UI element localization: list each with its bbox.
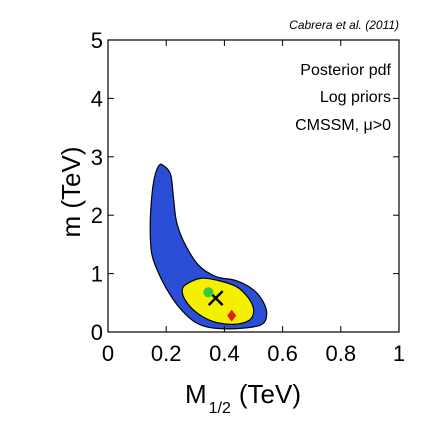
y-tick-label-0: 0 (91, 320, 103, 345)
legend-line-3: CMSSM, μ>0 (295, 117, 391, 134)
plot-frame (107, 39, 400, 333)
x-tick-label-1: 0.2 (151, 341, 182, 366)
citation: Cabrera et al. (2011) (289, 18, 399, 32)
x-axis-label: M 1/2 (TeV) (185, 379, 301, 417)
legend-box: Posterior pdf Log priors CMSSM, μ>0 (295, 62, 391, 134)
y-tick-label-4: 4 (91, 86, 103, 111)
x-axis-label-unit: (TeV) (239, 379, 301, 409)
plot-background (108, 40, 399, 332)
x-tick-label-5: 1 (393, 341, 405, 366)
x-tick-label-3: 0.6 (267, 341, 298, 366)
x-tick-labels: 0 0.2 0.4 0.6 0.8 1 (102, 341, 405, 366)
x-tick-label-4: 0.8 (326, 341, 357, 366)
legend-line-2: Log priors (320, 89, 391, 106)
x-tick-label-2: 0.4 (209, 341, 240, 366)
x-axis-label-sub: 1/2 (209, 400, 231, 417)
marker-mode (203, 287, 214, 298)
y-tick-label-5: 5 (91, 28, 103, 53)
y-tick-label-1: 1 (91, 262, 103, 287)
y-tick-label-3: 3 (91, 145, 103, 170)
plot-area (107, 39, 400, 333)
y-axis-label: m (TeV) (56, 147, 86, 238)
y-tick-label-2: 2 (91, 203, 103, 228)
x-axis-label-main: M (185, 379, 207, 409)
marker-posterior-mean (227, 309, 237, 322)
y-tick-labels: 0 1 2 3 4 5 (91, 28, 103, 345)
x-tick-label-0: 0 (102, 341, 114, 366)
legend-line-1: Posterior pdf (300, 62, 391, 79)
